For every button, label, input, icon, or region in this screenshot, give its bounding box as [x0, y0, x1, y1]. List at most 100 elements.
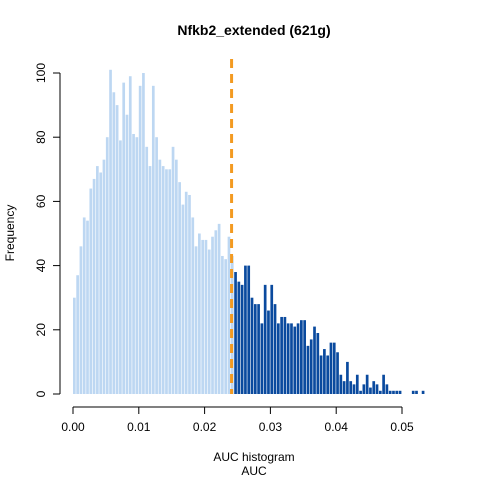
- x-tick-label: 0.04: [325, 420, 349, 434]
- histogram-bar: [369, 387, 372, 394]
- histogram-bar: [109, 69, 112, 394]
- histogram-bar: [372, 381, 376, 394]
- histogram-bar: [365, 374, 369, 394]
- histogram-bar: [273, 304, 277, 394]
- histogram-bar: [207, 249, 211, 394]
- histogram-bar: [119, 140, 122, 394]
- histogram-bar: [188, 194, 191, 394]
- histogram-bar: [352, 384, 356, 394]
- histogram-bar: [382, 374, 385, 394]
- histogram-bar: [326, 355, 330, 394]
- histogram-bar: [145, 146, 149, 394]
- histogram-bar: [184, 191, 188, 394]
- histogram-bar: [319, 355, 323, 394]
- histogram-bar: [415, 390, 418, 394]
- histogram-bar: [263, 284, 267, 394]
- chart-title: Nfkb2_extended (621g): [177, 22, 330, 38]
- x-tick-label: 0.05: [390, 420, 414, 434]
- histogram-bar: [165, 169, 168, 394]
- histogram-bar: [76, 275, 79, 394]
- histogram-bar: [306, 345, 310, 394]
- histogram-bars: [73, 69, 425, 395]
- histogram-bar: [198, 233, 201, 394]
- histogram-bar: [73, 297, 76, 394]
- histogram-bar: [148, 166, 152, 394]
- histogram-bar: [349, 381, 353, 394]
- histogram-bar: [178, 182, 181, 394]
- histogram-bar: [237, 281, 241, 394]
- x-tick-label: 0.00: [61, 420, 85, 434]
- histogram-bar: [96, 166, 99, 394]
- histogram-bar: [181, 204, 185, 394]
- histogram-bar: [392, 390, 395, 394]
- histogram-bar: [89, 188, 93, 394]
- histogram-bar: [82, 217, 86, 394]
- histogram-bar: [191, 217, 195, 394]
- histogram-bar: [247, 265, 251, 394]
- y-tick-label: 100: [34, 63, 48, 83]
- histogram-bar: [240, 284, 244, 394]
- histogram-bar: [362, 384, 366, 394]
- histogram-bar: [158, 159, 162, 394]
- histogram-bar: [125, 114, 129, 394]
- histogram-bar: [204, 239, 208, 394]
- histogram-bar: [260, 323, 264, 394]
- y-tick-label: 0: [34, 390, 48, 397]
- histogram-bar: [411, 390, 415, 394]
- histogram-bar: [283, 316, 287, 394]
- histogram-bar: [244, 265, 247, 394]
- histogram-bar: [171, 146, 175, 394]
- histogram-bar: [112, 92, 116, 394]
- histogram-bar: [385, 384, 389, 394]
- histogram-bar: [355, 374, 359, 394]
- y-tick-label: 40: [34, 259, 48, 273]
- histogram-bar: [194, 246, 198, 394]
- histogram-bar: [115, 105, 119, 394]
- histogram-bar: [375, 384, 379, 394]
- histogram-bar: [257, 304, 260, 394]
- histogram-bar: [336, 352, 339, 394]
- histogram-bar: [388, 390, 392, 394]
- y-tick-label: 20: [34, 323, 48, 337]
- histogram-bar: [105, 137, 109, 394]
- histogram-bar: [253, 304, 257, 394]
- histogram-bar: [217, 223, 221, 394]
- histogram-bar: [267, 310, 270, 394]
- histogram-bar: [221, 255, 224, 394]
- histogram-bar: [323, 349, 326, 394]
- histogram-bar: [293, 326, 297, 394]
- histogram-bar: [138, 85, 142, 394]
- histogram-bar: [309, 339, 313, 394]
- x-tick-label: 0.03: [259, 420, 283, 434]
- histogram-bar: [395, 390, 399, 394]
- histogram-bar: [99, 172, 103, 394]
- x-axis: 0.00 0.01 0.02 0.03 0.04 0.05: [61, 406, 414, 434]
- histogram-bar: [102, 159, 106, 394]
- histogram-bar: [151, 85, 155, 394]
- y-tick-label: 60: [34, 194, 48, 208]
- histogram-bar: [227, 236, 231, 394]
- histogram-bar: [346, 361, 349, 394]
- y-tick-label: 80: [34, 130, 48, 144]
- histogram-bar: [155, 137, 158, 394]
- histogram-bar: [339, 374, 343, 394]
- histogram-bar: [168, 169, 172, 394]
- histogram-bar: [276, 323, 280, 394]
- histogram-bar: [86, 220, 89, 394]
- histogram-bar: [378, 390, 382, 394]
- histogram-bar: [286, 323, 290, 394]
- histogram-bar: [201, 239, 204, 394]
- histogram-bar: [280, 316, 283, 394]
- histogram-bar: [174, 159, 178, 394]
- x-tick-label: 0.01: [127, 420, 151, 434]
- x-tick-label: 0.02: [193, 420, 217, 434]
- histogram-bar: [92, 178, 96, 394]
- histogram-bar: [300, 320, 303, 394]
- histogram-bar: [132, 133, 135, 395]
- histogram-bar: [270, 284, 274, 394]
- histogram-bar: [128, 76, 132, 395]
- x-axis-label: AUC histogram: [213, 450, 294, 464]
- histogram-bar: [79, 246, 83, 394]
